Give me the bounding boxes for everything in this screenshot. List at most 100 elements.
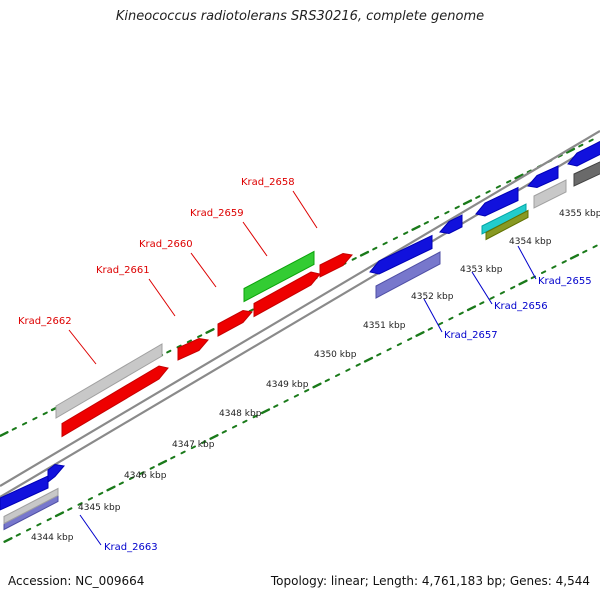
lower-tick (293, 394, 299, 398)
lower-tick (479, 301, 485, 305)
gene-bar-blue-upper (527, 165, 559, 189)
gene-label: Krad_2663 (104, 542, 158, 553)
kbp-label: 4348 kbp (219, 409, 262, 419)
leader-line (242, 221, 268, 257)
upper-tick (454, 205, 460, 210)
gene-bar-krad-2655 (475, 186, 519, 217)
lower-tick (466, 305, 477, 312)
kbp-scale-labels: 4344 kbp 4345 kbp 4346 kbp 4347 kbp 4348 kbp… (31, 209, 600, 543)
leader-line (79, 514, 102, 546)
gene-bar-krad-2663 (0, 475, 49, 511)
lower-tick (324, 378, 330, 383)
upper-tick (444, 210, 450, 215)
upper-tick (382, 241, 388, 246)
upper-tick (359, 250, 370, 257)
lower-tick (386, 347, 392, 352)
upper-tick (423, 221, 429, 225)
upper-tick (475, 195, 481, 199)
lower-tick (157, 459, 168, 466)
upper-tick (22, 421, 28, 426)
upper-tick (166, 349, 172, 354)
upper-tick (514, 173, 524, 180)
genome-stats-text: Topology: linear; Length: 4,761,183 bp; … (270, 574, 590, 588)
upper-tick (411, 225, 421, 231)
upper-tick (526, 169, 532, 174)
upper-tick (351, 257, 357, 261)
gene-label: Krad_2657 (444, 330, 498, 341)
kbp-label: 4345 kbp (78, 503, 121, 513)
lower-tick (36, 522, 42, 527)
lower-tick (190, 445, 196, 450)
lower-tick (273, 404, 279, 408)
lower-tick (15, 533, 21, 537)
gene-label: Krad_2660 (139, 239, 193, 250)
leader-line (148, 278, 176, 317)
kbp-label: 4355 kbp (559, 209, 600, 219)
gene-labels: Krad_2658 Krad_2659 Krad_2660 Krad_2661 Krad… (18, 177, 592, 553)
upper-tick (495, 185, 501, 189)
gene-bar-krad-2659 (253, 271, 321, 318)
kbp-label: 4346 kbp (124, 471, 167, 481)
lower-tick (221, 430, 227, 434)
lower-tick (26, 527, 32, 532)
leader-line (292, 190, 318, 229)
lower-tick (438, 321, 444, 326)
upper-tick (42, 411, 48, 416)
lower-tick (201, 440, 207, 444)
upper-tick (588, 138, 594, 143)
lower-tick (180, 450, 186, 455)
lower-tick (518, 279, 528, 286)
gene-bar-krad-2662-red (61, 365, 169, 438)
label-leader-lines (68, 190, 537, 546)
lower-tick (407, 337, 413, 341)
lower-tick (551, 265, 557, 269)
kbp-label: 4351 kbp (363, 321, 406, 331)
lower-tick (232, 424, 238, 429)
upper-tick (485, 190, 491, 194)
upper-tick (0, 431, 9, 437)
gene-bar-grey-right (533, 179, 567, 209)
lower-tick (541, 270, 547, 274)
kbp-label: 4349 kbp (266, 380, 309, 390)
lower-tick (569, 253, 580, 260)
leader-line (517, 245, 537, 280)
upper-tick (32, 416, 38, 421)
lower-tick (77, 502, 83, 506)
lower-tick (98, 491, 104, 496)
leader-line (68, 329, 97, 365)
lower-tick (427, 327, 433, 331)
gene-features (0, 140, 600, 531)
gene-bar-krad-2662 (55, 343, 163, 419)
lower-tick (345, 368, 351, 372)
gene-bar-krad-2657 (369, 234, 433, 275)
kbp-label: 4352 kbp (411, 292, 454, 302)
lower-tick (149, 466, 155, 470)
gene-label: Krad_2659 (190, 208, 244, 219)
kbp-label: 4354 kbp (509, 237, 552, 247)
kbp-label: 4350 kbp (314, 350, 357, 360)
upper-tick (434, 215, 440, 220)
kbp-label: 4353 kbp (460, 265, 503, 275)
upper-tick (372, 246, 378, 251)
lower-tick (118, 481, 124, 486)
axis-line-upper (0, 130, 600, 487)
lower-tick (363, 356, 374, 363)
lower-tick (376, 352, 382, 357)
upper-tick (462, 199, 473, 206)
gene-bar-blue-far (567, 140, 600, 167)
gene-bar-krad-2661 (177, 337, 209, 361)
lower-tick (106, 485, 116, 492)
lower-tick (312, 382, 322, 389)
gene-label: Krad_2656 (494, 301, 548, 312)
lower-tick (283, 399, 289, 403)
gene-bar-krad-2656 (439, 214, 463, 235)
lower-tick (355, 363, 361, 367)
lower-tick (170, 455, 176, 460)
gene-bar-olive (485, 209, 529, 241)
gene-label: Krad_2661 (96, 265, 150, 276)
upper-tick (197, 334, 203, 338)
upper-tick (506, 179, 512, 184)
gene-bar-grey-strip (3, 487, 59, 525)
gene-label: Krad_2655 (538, 276, 592, 287)
